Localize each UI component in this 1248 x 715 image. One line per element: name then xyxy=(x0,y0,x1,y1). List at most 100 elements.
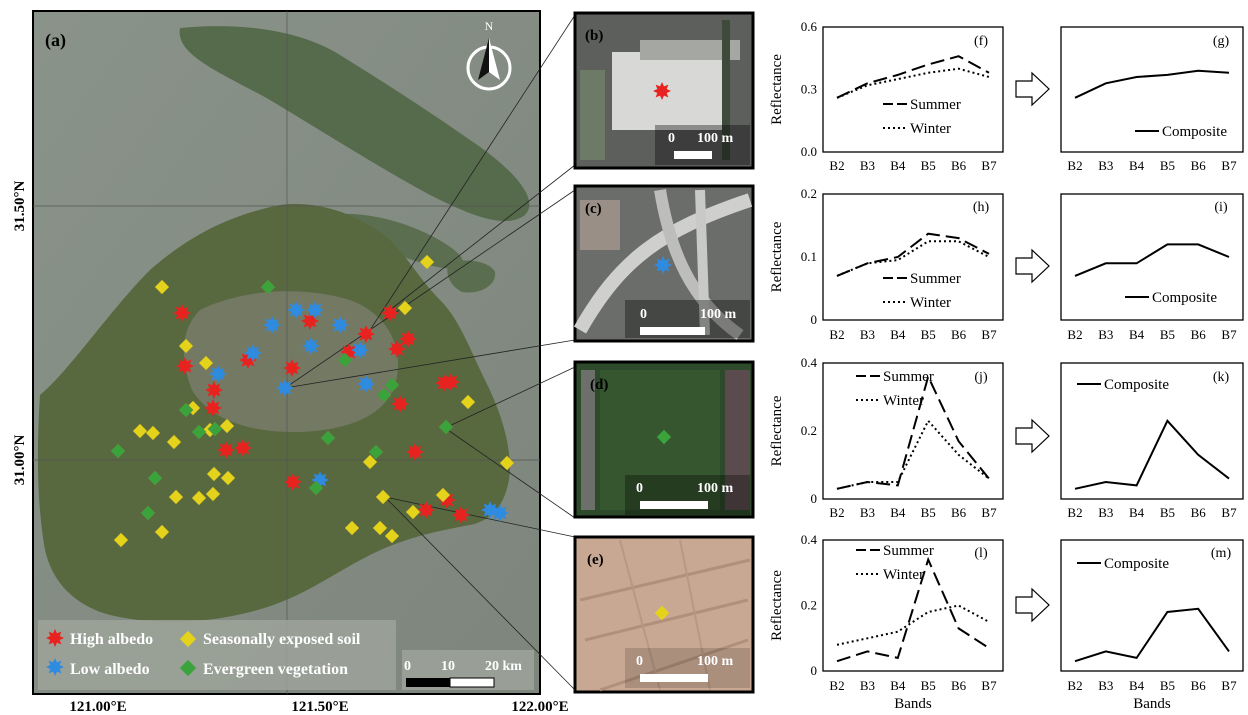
series-line-composite xyxy=(1074,419,1230,490)
inset-e-scale-end: 100 m xyxy=(697,654,734,669)
x-tick-label: B2 xyxy=(1067,678,1082,693)
inset-e-label: (e) xyxy=(587,552,604,568)
panel-label: (j) xyxy=(974,370,988,385)
x-tick-label: B5 xyxy=(921,327,936,342)
series-line-composite xyxy=(1074,243,1230,277)
legend-label: Winter xyxy=(883,393,924,409)
y-axis-label: Reflectance xyxy=(769,395,785,466)
legend-label: Summer xyxy=(883,369,934,385)
x-tick-label: B5 xyxy=(921,158,936,173)
leader-line xyxy=(284,339,576,389)
x-tick-label: B3 xyxy=(860,327,875,342)
leader-line xyxy=(389,164,576,311)
high-albedo-marker xyxy=(417,501,435,519)
legend-exposed-soil: Seasonally exposed soil xyxy=(203,631,361,648)
panel-label: (i) xyxy=(1214,200,1228,215)
x-tick-label: B2 xyxy=(829,678,844,693)
right-arrow-icon xyxy=(1015,71,1050,107)
x-tick-label: B6 xyxy=(951,327,967,342)
leader-line xyxy=(369,14,576,331)
x-tick-label: B5 xyxy=(1160,158,1175,173)
plot-frame xyxy=(1060,539,1244,672)
lon-label-12150: 121.50°E xyxy=(291,699,348,715)
x-tick-label: B7 xyxy=(981,505,997,520)
legend-label: Winter xyxy=(910,121,951,137)
y-axis-label: Reflectance xyxy=(769,570,785,641)
plot-frame xyxy=(1060,193,1244,321)
leader-line xyxy=(444,366,576,429)
inset-c-scale-end: 100 m xyxy=(700,307,737,322)
x-tick-label: B4 xyxy=(890,158,906,173)
y-tick-label: 0 xyxy=(811,663,818,678)
right-arrow-icon xyxy=(1015,418,1050,454)
low-albedo-marker xyxy=(357,375,375,393)
legend-high-albedo: High albedo xyxy=(70,631,153,648)
x-tick-label: B5 xyxy=(921,505,936,520)
red-star-icon xyxy=(46,629,64,647)
x-tick-label: B6 xyxy=(1191,678,1207,693)
chart-panel-f: B2 B3 B4 B5 B6 B7 0.0 0.3 0.6 Reflectance (f) Summe… xyxy=(769,19,1004,173)
x-tick-label: B6 xyxy=(951,158,967,173)
right-arrow-icon xyxy=(1015,248,1050,284)
leader-line xyxy=(284,189,576,389)
x-tick-label: B6 xyxy=(951,678,967,693)
low-albedo-marker xyxy=(263,316,281,334)
panel-label: (k) xyxy=(1213,370,1230,385)
high-albedo-marker xyxy=(173,304,191,322)
low-albedo-marker xyxy=(287,301,305,319)
x-tick-label: B3 xyxy=(1098,158,1113,173)
panel-label: (m) xyxy=(1211,546,1232,561)
series-line-summer xyxy=(836,232,990,277)
y-tick-label: 0.3 xyxy=(801,82,817,97)
high-albedo-marker xyxy=(205,381,223,399)
scale-label-0: 0 xyxy=(404,659,411,674)
low-albedo-marker xyxy=(306,301,324,319)
x-tick-label: B3 xyxy=(860,158,875,173)
x-tick-label: B6 xyxy=(1191,327,1207,342)
inset-b-label: (b) xyxy=(585,28,603,44)
x-tick-label: B6 xyxy=(1191,158,1207,173)
x-tick-label: B2 xyxy=(1067,505,1082,520)
high-albedo-marker xyxy=(176,357,194,375)
chart-panel-k: B2 B3 B4 B5 B6 B7 (k) Composite xyxy=(1060,362,1244,520)
x-tick-label: B7 xyxy=(981,158,997,173)
inset-d-scale-end: 100 m xyxy=(697,481,734,496)
high-albedo-marker xyxy=(442,373,460,391)
high-albedo-marker xyxy=(357,325,375,343)
chart-panel-g: B2 B3 B4 B5 B6 B7 (g) Composite xyxy=(1060,26,1244,173)
legend-low-albedo: Low albedo xyxy=(70,661,150,678)
x-tick-label: B2 xyxy=(1067,327,1082,342)
high-albedo-marker xyxy=(234,439,252,457)
y-axis-label: Reflectance xyxy=(769,221,785,292)
x-tick-label: B5 xyxy=(1160,327,1175,342)
x-tick-label: B7 xyxy=(1221,505,1237,520)
low-albedo-marker xyxy=(491,504,509,522)
low-albedo-marker xyxy=(351,341,369,359)
legend-evergreen: Evergreen vegetation xyxy=(203,661,348,678)
panel-label: (f) xyxy=(974,34,988,49)
red-star-icon xyxy=(653,82,671,100)
blue-star-icon xyxy=(46,658,64,676)
low-albedo-marker xyxy=(276,379,294,397)
x-tick-label: B4 xyxy=(1129,678,1145,693)
x-tick-label: B5 xyxy=(1160,678,1175,693)
x-tick-label: B2 xyxy=(829,327,844,342)
high-albedo-marker xyxy=(283,359,301,377)
legend-label: Composite xyxy=(1162,124,1227,140)
plot-frame xyxy=(822,362,1004,500)
series-line-winter xyxy=(836,604,990,646)
high-albedo-marker xyxy=(284,473,302,491)
map-scale-bar: 0 10 20 km xyxy=(402,650,534,690)
plot-frame xyxy=(1060,362,1244,500)
x-tick-label: B7 xyxy=(1221,678,1237,693)
plot-frame xyxy=(822,26,1004,153)
high-albedo-marker xyxy=(217,441,235,459)
chart-panel-l: B2 B3 B4 B5 B6 B7 0 0.2 0.4 Reflectance Bands (l) Su… xyxy=(769,532,1004,712)
y-tick-label: 0.6 xyxy=(801,19,818,34)
series-line-composite xyxy=(1074,607,1230,663)
legend-label: Summer xyxy=(883,543,934,559)
x-tick-label: B7 xyxy=(1221,158,1237,173)
x-tick-label: B6 xyxy=(1191,505,1207,520)
arrow-icons xyxy=(1015,71,1050,623)
x-tick-label: B2 xyxy=(829,505,844,520)
